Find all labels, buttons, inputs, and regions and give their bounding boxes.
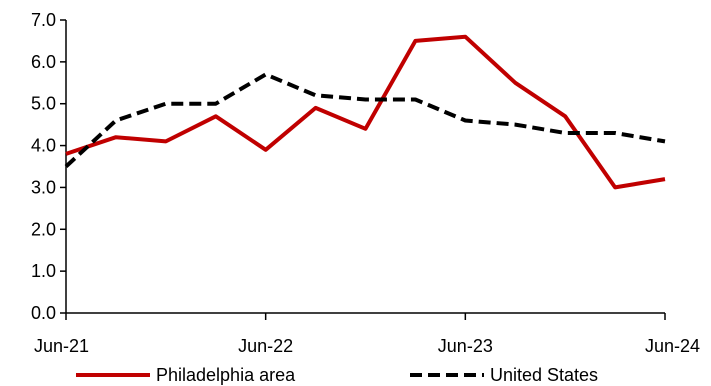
y-tick-label: 3.0 <box>31 177 56 197</box>
legend-label: Philadelphia area <box>156 365 296 385</box>
chart-axes: 0.0 1.0 2.0 3.0 4.0 5.0 6.0 7.0 Jun-21 Jun-22 Jun-… <box>31 10 700 356</box>
series-line-united-states <box>64 72 666 168</box>
x-tick-label: Jun-24 <box>645 336 700 356</box>
y-tick-label: 4.0 <box>31 136 56 156</box>
y-tick-label: 0.0 <box>31 303 56 323</box>
y-tick-label: 2.0 <box>31 219 56 239</box>
y-tick-label: 1.0 <box>31 261 56 281</box>
legend-label: United States <box>490 365 598 385</box>
chart-series <box>64 34 666 190</box>
x-tick-label: Jun-23 <box>438 336 493 356</box>
chart-legend: Philadelphia area United States <box>76 365 598 385</box>
y-tick-label: 7.0 <box>31 10 56 30</box>
x-tick-label: Jun-21 <box>34 336 89 356</box>
y-tick-label: 6.0 <box>31 52 56 72</box>
y-tick-label: 5.0 <box>31 94 56 114</box>
series-line-philadelphia-area <box>65 34 666 190</box>
x-tick-label: Jun-22 <box>238 336 293 356</box>
